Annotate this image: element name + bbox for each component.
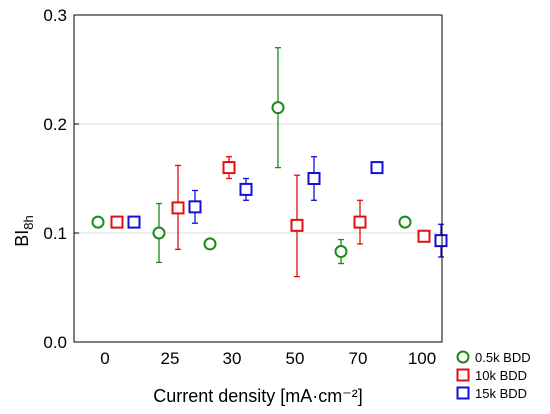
point-3-70 [370,161,384,175]
legend-label-3: 15k BDD [475,386,527,401]
point-3-100 [434,234,448,248]
x-axis-title: Current density [mA·cm⁻²] [153,386,363,406]
legend-marker-2 [456,368,470,382]
y-tick-label-3: 0.3 [43,6,67,25]
legend-label-2: 10k BDD [475,368,527,383]
point-3-50 [307,172,321,185]
y-tick-label-2: 0.2 [43,115,67,134]
point-1-25 [152,226,166,240]
point-3-25 [188,200,202,214]
x-tick-label-100: 100 [408,349,436,368]
series-layer [91,47,448,278]
x-tick-label-30: 30 [223,349,242,368]
y-tick-label-1: 0.1 [43,224,67,243]
legend: 0.5k BDD 10k BDD 15k BDD [456,350,531,401]
point-3-30 [239,182,253,196]
x-tick-label-70: 70 [349,349,368,368]
x-tick-label-25: 25 [161,349,180,368]
point-1-0 [91,215,105,229]
y-tick-labels: 0.0 0.1 0.2 0.3 [43,6,67,352]
y-tick-label-0: 0.0 [43,333,67,352]
point-2-100 [417,229,431,243]
series-1 [91,47,412,265]
legend-marker-1 [456,350,470,364]
point-3-0 [127,215,141,229]
point-2-50 [290,218,304,232]
point-1-100 [398,215,412,229]
x-tick-labels: 0 25 30 50 70 100 [100,349,436,368]
legend-marker-3 [456,386,470,400]
series-3 [127,156,448,258]
point-1-50 [271,101,285,115]
point-2-25 [171,201,185,215]
point-2-70 [353,215,367,229]
series-2 [110,156,431,278]
point-1-70 [334,245,348,259]
x-tick-label-0: 0 [100,349,109,368]
y-axis-title-subscript: 8h [21,215,36,229]
point-2-0 [110,215,124,229]
x-tick-label-50: 50 [286,349,305,368]
plot-frame [73,14,443,343]
y-axis-title-main: BI [12,230,32,247]
legend-label-1: 0.5k BDD [475,350,531,365]
y-axis-title: BI8h [12,215,36,246]
grid-layer [74,14,442,343]
point-2-30 [222,161,236,175]
point-1-30 [203,237,217,251]
